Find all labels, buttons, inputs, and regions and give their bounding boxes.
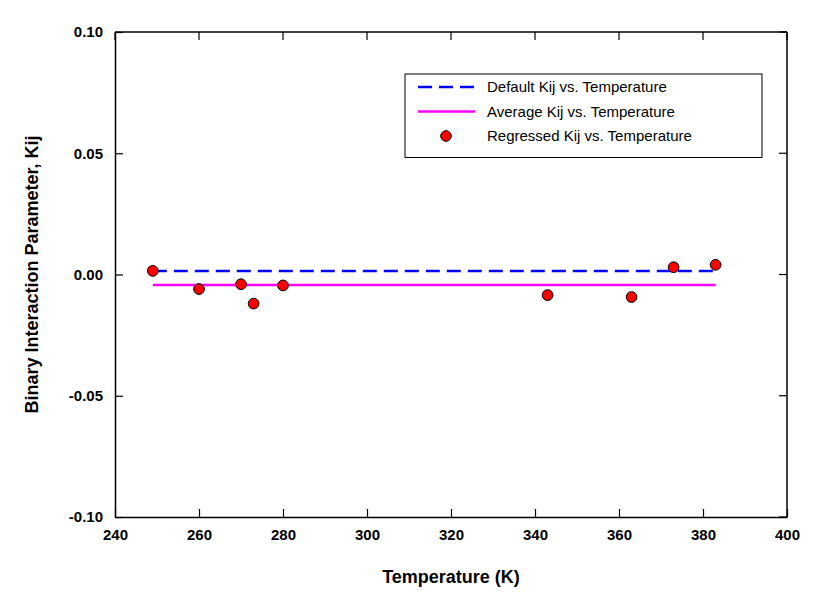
- legend-label: Regressed Kij vs. Temperature: [487, 127, 692, 144]
- tick-mark: [366, 32, 367, 40]
- tick-mark: [115, 517, 123, 518]
- tick-mark: [199, 509, 200, 517]
- tick-mark: [779, 395, 787, 396]
- y-axis-title: Binary Interaction Parameter, Kij: [22, 135, 42, 413]
- data: [147, 259, 721, 309]
- tick-label: 280: [271, 526, 296, 543]
- x-axis: 240 260 280 300 320 340 360 380 400: [103, 509, 800, 543]
- tick-mark: [779, 153, 787, 154]
- point: [147, 266, 158, 277]
- point: [542, 290, 553, 301]
- tick: 320: [439, 509, 464, 543]
- tick: 380: [691, 509, 716, 543]
- tick-mark: [779, 31, 787, 32]
- tick-label: 340: [523, 526, 548, 543]
- series-line: [153, 270, 716, 273]
- tick-label: -0.05: [69, 387, 103, 404]
- tick-label: 260: [187, 526, 212, 543]
- tick-label: 380: [691, 526, 716, 543]
- point: [278, 280, 289, 291]
- legend-symbol: [418, 86, 475, 89]
- x-axis-title: Temperature (K): [382, 567, 520, 587]
- point: [710, 259, 721, 270]
- tick-label: 400: [775, 526, 800, 543]
- tick-mark: [114, 32, 115, 40]
- tick: 360: [607, 509, 632, 543]
- legend-box: [405, 74, 762, 158]
- tick-mark: [115, 153, 123, 154]
- plot: 240 260 280 300 320 340 360 380 400 -0.10 -0.05 0.0…: [69, 23, 800, 542]
- point: [248, 298, 259, 309]
- tick: 260: [187, 509, 212, 543]
- point: [626, 292, 637, 303]
- tick-label: -0.10: [69, 508, 103, 525]
- tick-mark: [535, 509, 536, 517]
- tick-mark: [703, 509, 704, 517]
- legend-label: Average Kij vs. Temperature: [487, 103, 675, 120]
- tick-mark: [618, 32, 619, 40]
- tick-label: 0.00: [74, 266, 103, 283]
- tick-mark: [779, 274, 787, 275]
- tick-mark: [115, 396, 123, 397]
- tick-mark: [115, 274, 123, 275]
- tick: 340: [523, 509, 548, 543]
- tick: 0.05: [74, 145, 123, 162]
- tick-mark: [619, 509, 620, 517]
- y-axis: -0.10 -0.05 0.00 0.05 0.10: [69, 23, 123, 525]
- point: [194, 284, 205, 295]
- tick: -0.10: [69, 508, 123, 525]
- tick: 0.00: [74, 266, 123, 283]
- tick-mark: [283, 509, 284, 517]
- legend-symbol: [418, 110, 475, 113]
- tick: 300: [355, 509, 380, 543]
- chart: 240 260 280 300 320 340 360 380 400 -0.10 -0.05 0.0…: [0, 0, 817, 597]
- tick-label: 0.05: [74, 145, 103, 162]
- tick-label: 320: [439, 526, 464, 543]
- tick-label: 240: [103, 526, 128, 543]
- legend-label: Default Kij vs. Temperature: [487, 78, 667, 95]
- legend: Default Kij vs. Temperature Average Kij v…: [405, 74, 762, 158]
- tick-label: 300: [355, 526, 380, 543]
- tick-mark: [779, 516, 787, 517]
- tick-mark: [450, 32, 451, 40]
- legend-symbol: [441, 131, 452, 142]
- tick-mark: [282, 32, 283, 40]
- tick-label: 360: [607, 526, 632, 543]
- tick-label: 0.10: [74, 23, 103, 40]
- tick-mark: [786, 32, 787, 40]
- tick-mark: [534, 32, 535, 40]
- tick-mark: [367, 509, 368, 517]
- tick-mark: [451, 509, 452, 517]
- tick: -0.05: [69, 387, 123, 404]
- point: [668, 262, 679, 273]
- frame: [115, 32, 787, 517]
- tick: 280: [271, 509, 296, 543]
- tick-mark: [702, 32, 703, 40]
- tick-mark: [198, 32, 199, 40]
- point: [236, 279, 247, 290]
